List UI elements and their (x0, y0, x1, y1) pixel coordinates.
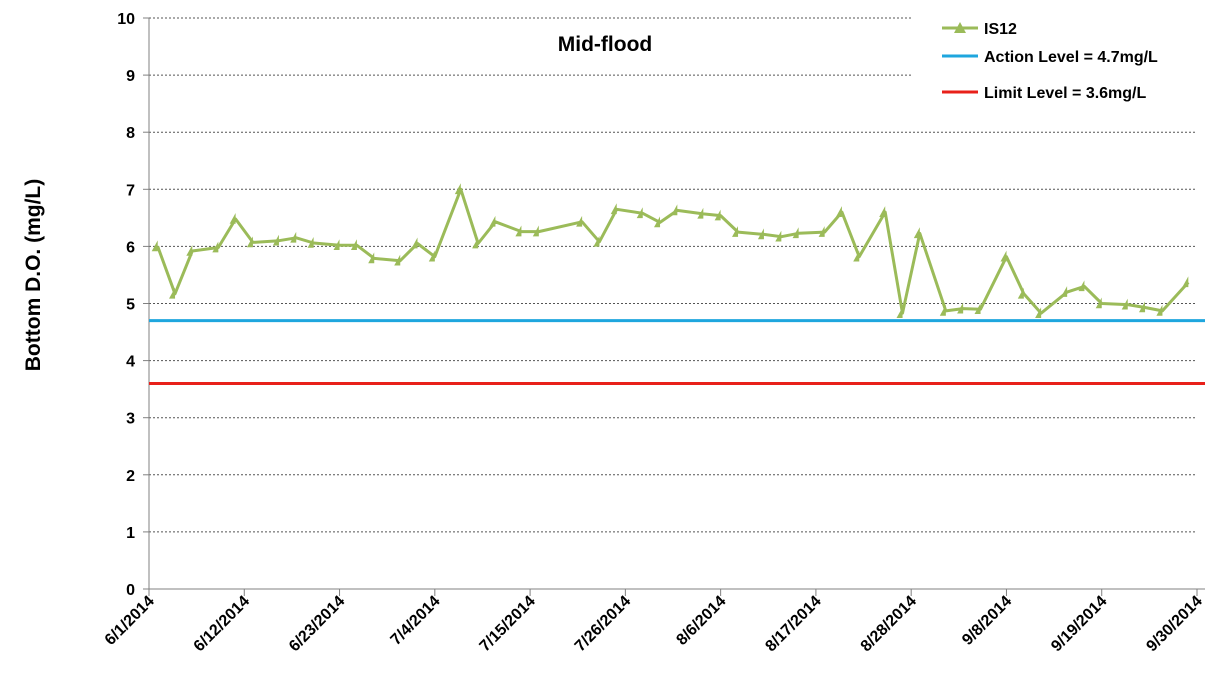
y-axis-title: Bottom D.O. (mg/L) (22, 179, 45, 371)
data-point (593, 235, 600, 247)
data-point (697, 207, 704, 219)
data-point (974, 303, 981, 315)
data-point (1078, 280, 1085, 292)
data-point (818, 226, 825, 237)
data-point (879, 206, 886, 217)
x-tick-label: 6/12/2014 (191, 593, 253, 655)
gridlines (149, 17, 1197, 533)
legend: IS12 Action Level = 4.7mg/L Limit Level = … (942, 21, 1158, 102)
reference-lines (149, 319, 1205, 385)
x-tick-label: 8/17/2014 (762, 593, 824, 655)
x-tick-label: 8/28/2014 (858, 593, 920, 655)
data-point (307, 236, 314, 248)
y-tick-label: 9 (126, 68, 135, 85)
x-tick-label: 7/4/2014 (388, 593, 444, 649)
legend-label: Action Level = 4.7mg/L (984, 49, 1158, 66)
series-line-is12 (156, 187, 1190, 315)
data-point (757, 228, 764, 240)
data-point (333, 239, 340, 251)
series-is12 (151, 183, 1190, 319)
data-point (169, 287, 176, 299)
data-point (714, 209, 721, 221)
x-tick-label: 6/1/2014 (102, 593, 158, 649)
data-point (151, 240, 158, 252)
y-tick-label: 5 (126, 297, 135, 314)
data-point (939, 304, 946, 316)
data-point (1000, 250, 1007, 262)
data-point (1095, 297, 1102, 309)
data-point (1182, 276, 1189, 288)
data-point (428, 250, 435, 262)
data-point (186, 244, 193, 256)
x-tick-label: 9/19/2014 (1048, 593, 1110, 655)
data-point (1156, 304, 1163, 316)
chart-title: Mid-flood (558, 33, 652, 56)
data-point (853, 250, 860, 262)
x-tick-label: 7/15/2014 (477, 593, 539, 655)
data-point (610, 203, 617, 215)
legend-label: Limit Level = 3.6mg/L (984, 85, 1147, 102)
data-point (576, 215, 583, 227)
data-point (1139, 301, 1146, 313)
data-point (792, 227, 799, 239)
y-tick-label: 4 (126, 354, 135, 371)
x-tick-label: 9/8/2014 (959, 593, 1015, 649)
data-point (515, 225, 522, 237)
y-tick-label: 10 (117, 11, 135, 28)
y-tick-label: 7 (126, 182, 135, 199)
data-point (489, 215, 496, 227)
data-point (246, 236, 253, 248)
x-tick-label: 8/6/2014 (673, 593, 729, 649)
data-point (636, 207, 643, 219)
data-point (472, 237, 479, 249)
x-tick-label: 7/26/2014 (572, 593, 634, 655)
data-point (1061, 286, 1068, 297)
y-tick-label: 0 (126, 582, 135, 599)
data-point (368, 252, 375, 264)
y-tick-label: 1 (126, 525, 135, 542)
x-tick-label: 6/23/2014 (286, 593, 348, 655)
data-point (732, 226, 739, 237)
data-point (411, 237, 418, 249)
data-point (775, 230, 782, 242)
x-tick-label: 9/30/2014 (1143, 593, 1205, 655)
data-point (229, 212, 236, 224)
data-point (532, 225, 539, 237)
data-point (835, 206, 842, 217)
data-point (350, 239, 357, 251)
data-point (1121, 298, 1128, 310)
data-point (454, 183, 461, 195)
axes: 0 1 2 3 4 5 6 7 8 9 10 6/1/2014 6/12/2014 6/23/2014 7/… (102, 11, 1206, 655)
data-point (957, 302, 964, 314)
data-point (212, 241, 219, 253)
y-tick-label: 3 (126, 411, 135, 428)
data-point (654, 216, 661, 228)
y-tick-label: 8 (126, 125, 135, 142)
data-point (913, 227, 920, 239)
legend-marker (954, 22, 966, 33)
data-point (290, 231, 297, 243)
data-point (671, 204, 678, 216)
y-tick-label: 2 (126, 468, 135, 485)
data-point (1017, 287, 1024, 299)
y-tick-label: 6 (126, 239, 135, 256)
data-point (394, 254, 401, 266)
data-point (1035, 307, 1042, 319)
data-point (896, 307, 903, 319)
data-point (272, 234, 279, 246)
legend-label: IS12 (984, 21, 1017, 38)
